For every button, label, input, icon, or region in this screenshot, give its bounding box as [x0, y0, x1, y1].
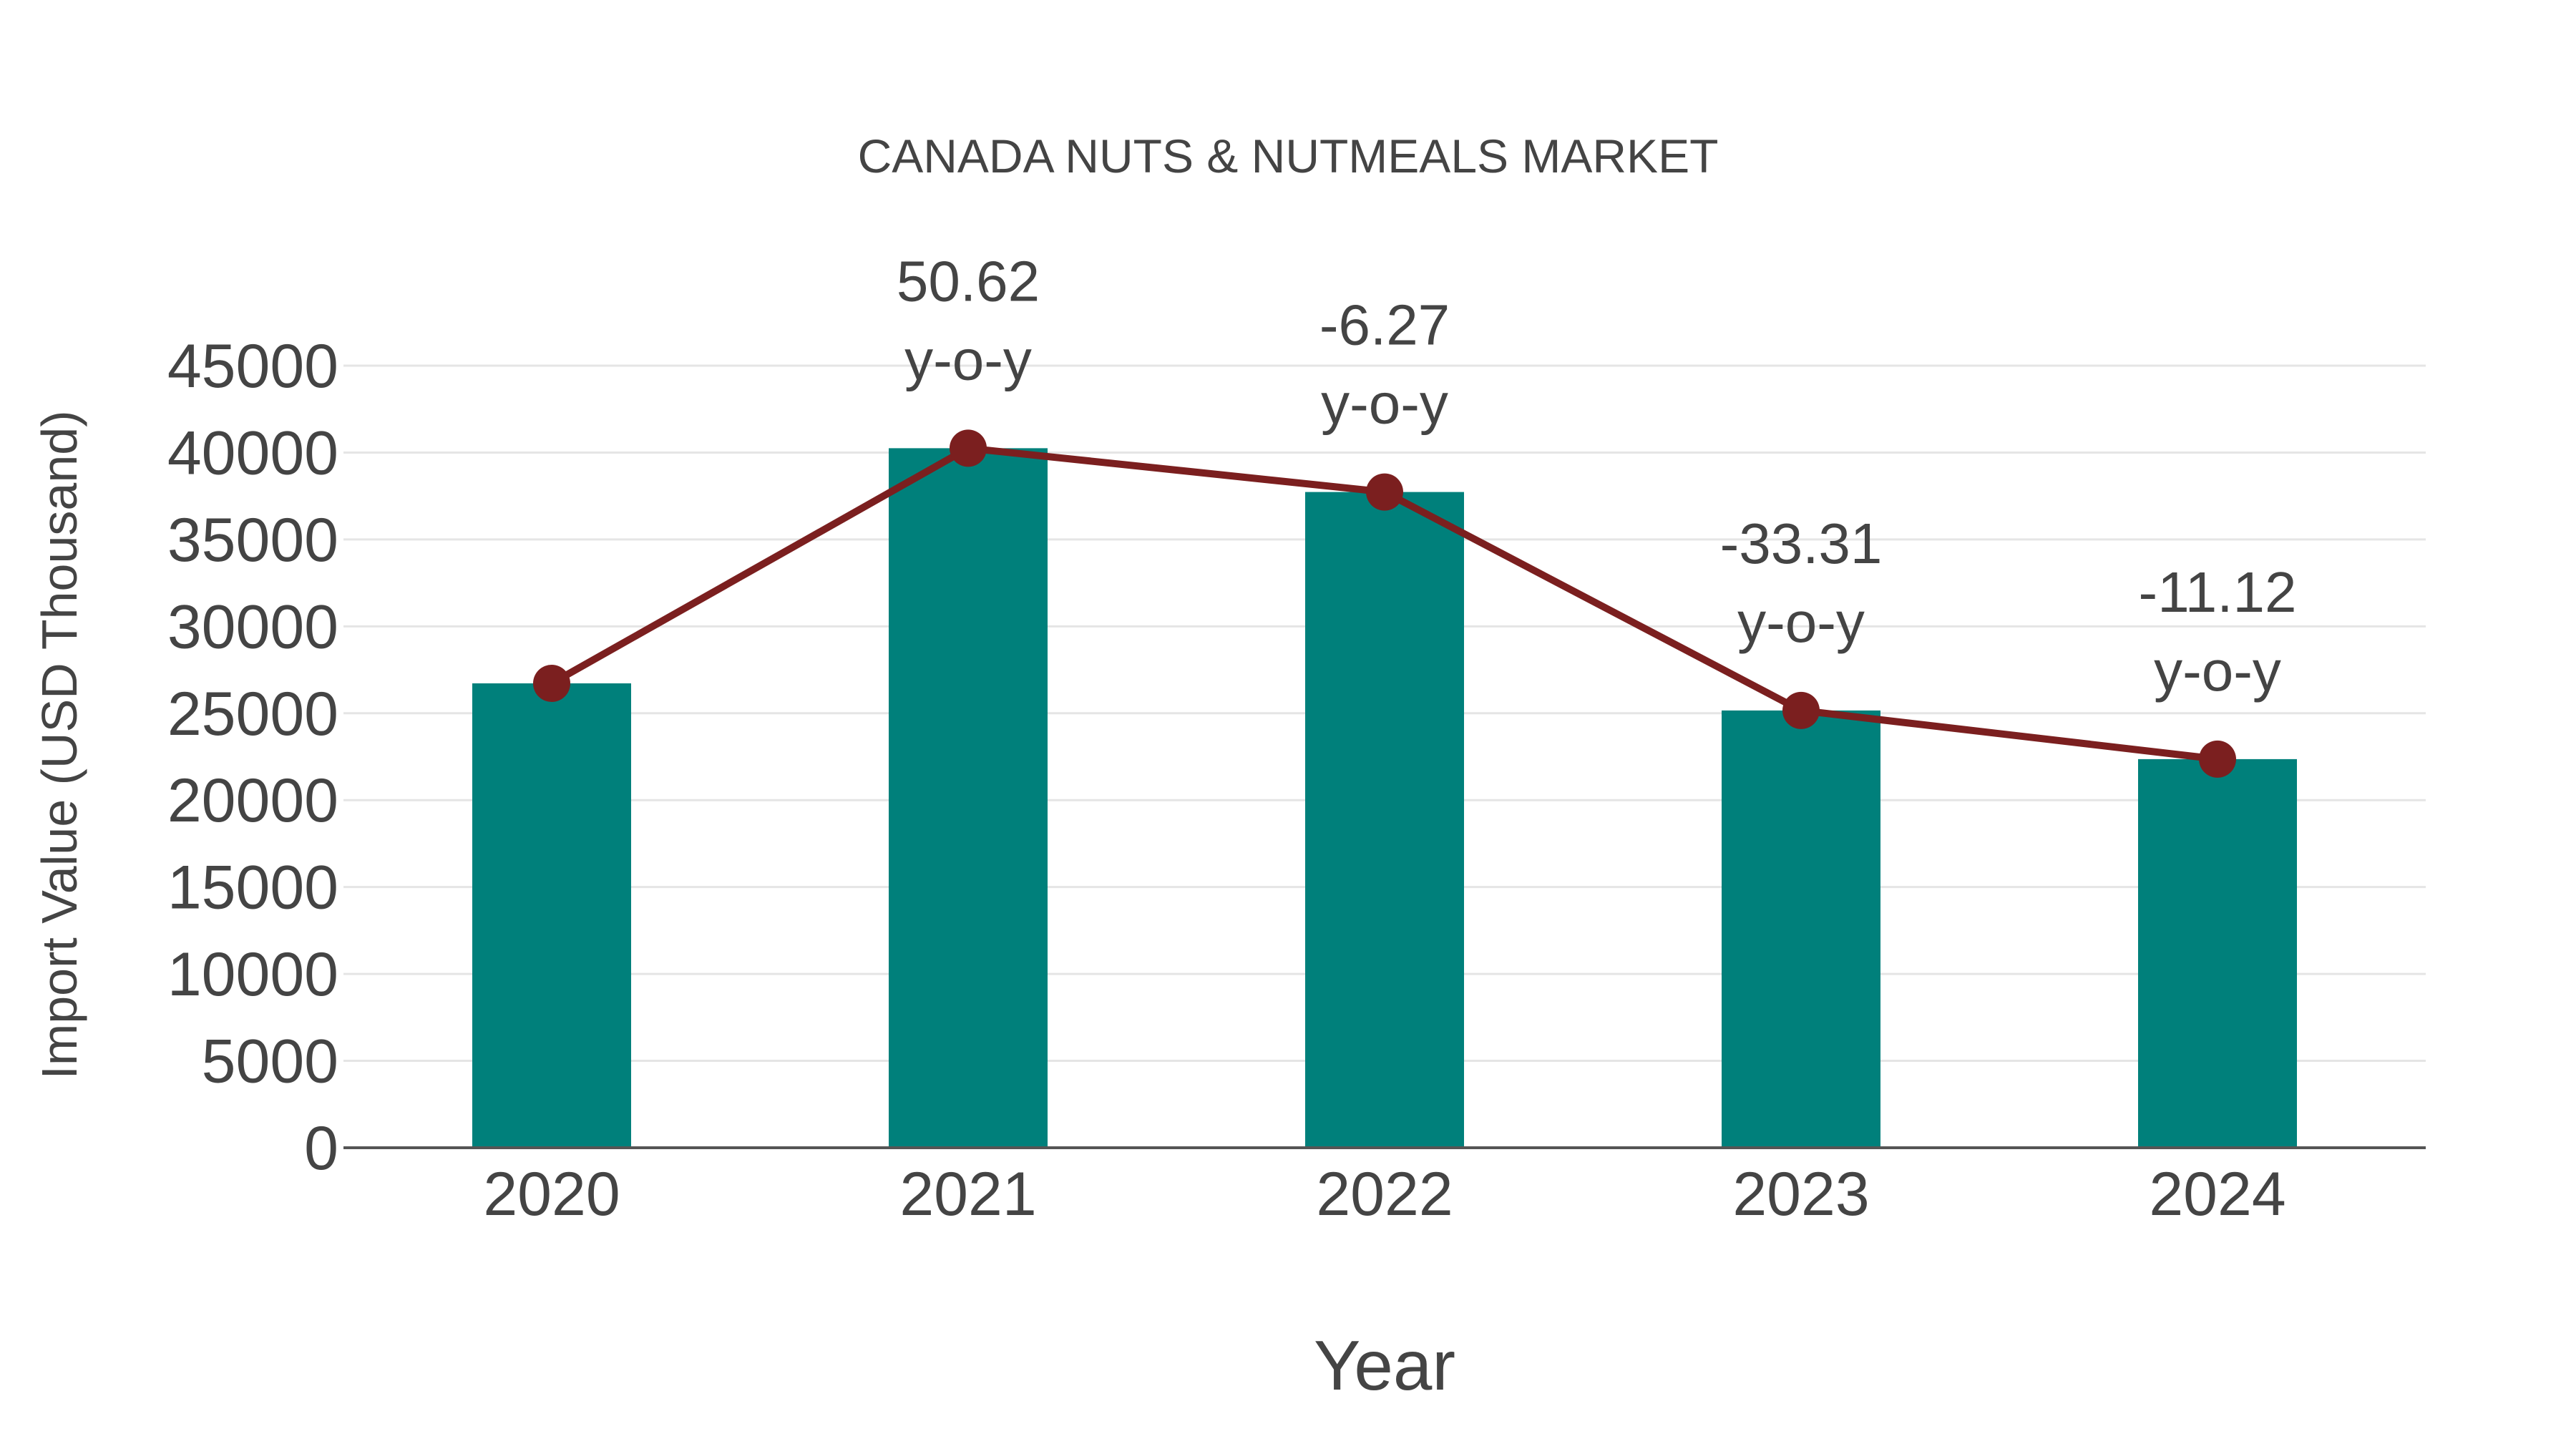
bar — [1722, 710, 1880, 1148]
x-tick-label: 2024 — [2149, 1160, 2285, 1229]
bar — [1305, 492, 1464, 1148]
y-tick-label: 35000 — [167, 506, 338, 575]
line-marker — [1782, 691, 1820, 729]
line-marker — [950, 429, 987, 467]
y-tick-label: 20000 — [167, 766, 338, 835]
bar — [889, 448, 1048, 1148]
line-marker — [2199, 740, 2236, 778]
x-tick-label: 2023 — [1732, 1160, 1869, 1229]
y-axis-title: Import Value (USD Thousand) — [31, 410, 87, 1079]
annotations: 50.62 y-o-y -6.27 y-o-y -33.31 y-o-y -11.12 y-o… — [897, 249, 2297, 703]
yoy-suffix-label: y-o-y — [1737, 590, 1865, 654]
yoy-value-label: 50.62 — [897, 249, 1040, 313]
yoy-suffix-label: y-o-y — [2154, 639, 2281, 703]
y-axis-ticks: 0 5000 10000 15000 20000 25000 30000 35000 40000… — [167, 332, 338, 1183]
y-tick-label: 25000 — [167, 680, 338, 748]
y-tick-label: 10000 — [167, 940, 338, 1009]
y-tick-label: 45000 — [167, 332, 338, 401]
yoy-suffix-label: y-o-y — [1321, 372, 1448, 436]
x-axis-ticks: 2020 2021 2022 2023 2024 — [483, 1160, 2285, 1229]
line-marker — [533, 665, 570, 703]
chart-title: CANADA NUTS & NUTMEALS MARKET — [858, 130, 1719, 182]
yoy-value-label: -33.31 — [1720, 512, 1883, 575]
line-marker — [1366, 473, 1403, 511]
bar — [472, 683, 631, 1148]
bar — [2138, 758, 2297, 1148]
x-tick-label: 2021 — [899, 1160, 1036, 1229]
x-tick-label: 2020 — [483, 1160, 620, 1229]
yoy-value-label: -11.12 — [2139, 560, 2297, 624]
bar-series — [472, 448, 2297, 1148]
y-tick-label: 0 — [304, 1114, 338, 1183]
y-tick-label: 30000 — [167, 592, 338, 661]
yoy-value-label: -6.27 — [1319, 293, 1450, 357]
x-tick-label: 2022 — [1316, 1160, 1453, 1229]
y-tick-label: 40000 — [167, 419, 338, 487]
x-axis-title: Year — [1314, 1326, 1455, 1405]
y-tick-label: 15000 — [167, 854, 338, 922]
line-series — [533, 429, 2236, 778]
y-tick-label: 5000 — [202, 1028, 338, 1096]
yoy-suffix-label: y-o-y — [904, 328, 1032, 391]
